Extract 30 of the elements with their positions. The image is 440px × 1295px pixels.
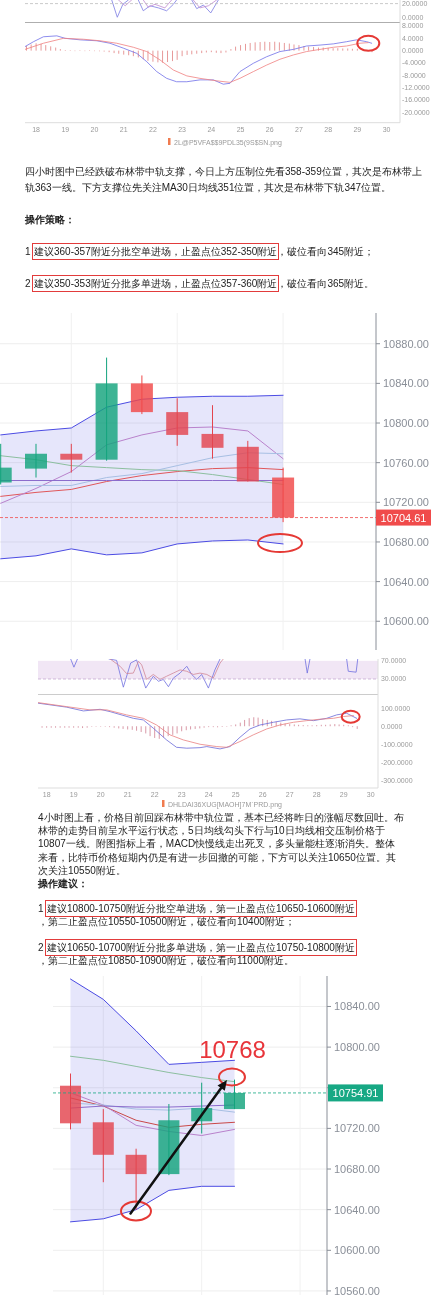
y-tick-label: 10840.00 — [383, 377, 429, 390]
y-tick-label: 10880.00 — [383, 337, 429, 350]
text: 2 — [25, 277, 31, 291]
y-tick-label: 10680.00 — [334, 1163, 380, 1176]
y-tick-label: 10800.00 — [334, 1041, 380, 1054]
text: 1 — [38, 902, 44, 916]
y-tick-label: 10680.00 — [383, 535, 429, 548]
y-tick-label: 10720.00 — [383, 496, 429, 509]
y-tick-label: 10640.00 — [334, 1203, 380, 1216]
text: 操作建议： — [38, 877, 89, 891]
y-tick-label: 10560.00 — [334, 1284, 380, 1295]
y-tick-label: 10600.00 — [383, 615, 429, 628]
y-tick-label: 10600.00 — [334, 1244, 380, 1257]
text: 2 — [38, 940, 44, 954]
ref-line-label: 10754.91 — [332, 1086, 379, 1099]
text: ，第二止盈点位10850-10900附近，破位看向11000附近。 — [38, 953, 295, 968]
y-tick-label: 10760.00 — [383, 456, 429, 469]
text: 1 — [25, 245, 31, 259]
text: ，破位看向345附近； — [277, 246, 375, 257]
y-tick-label: 10720.00 — [334, 1122, 380, 1135]
text: 4小时图上看，价格目前回踩布林带中轨位置，基本已经将昨日的涨幅尽数回吐。布林带的走势目前呈水平运行状态，5日均线勾头下行与10日均线相交压制价格于10807一线。附图指标上看，MACD快慢线走出死叉，多头量能柱逐渐消失。整体来看，比特币价格短期内仍是有进一步回撤的可能，下方可以关注10650位置。其次关注10550附近。 — [38, 811, 405, 878]
y-tick-label: 10840.00 — [334, 1000, 380, 1013]
y-tick-label: 10800.00 — [383, 417, 429, 430]
text: 操作策略： — [25, 213, 76, 227]
text: 四小时图中已经跌破布林带中轨支撑，今日上方压制位先看358-359位置，其次是布林带上轨363一线。下方支撑位先关注MA30日均线351位置，其次是布林带下轨347位置。 — [25, 165, 423, 195]
text: ，破位看向365附近。 — [277, 278, 375, 289]
ref-line-label: 10704.61 — [380, 511, 427, 524]
y-tick-label: 10640.00 — [383, 575, 429, 588]
annotation: 10768 — [199, 1036, 266, 1063]
text: ，第二止盈点位10550-10500附近，破位看向10400附近； — [38, 915, 296, 929]
